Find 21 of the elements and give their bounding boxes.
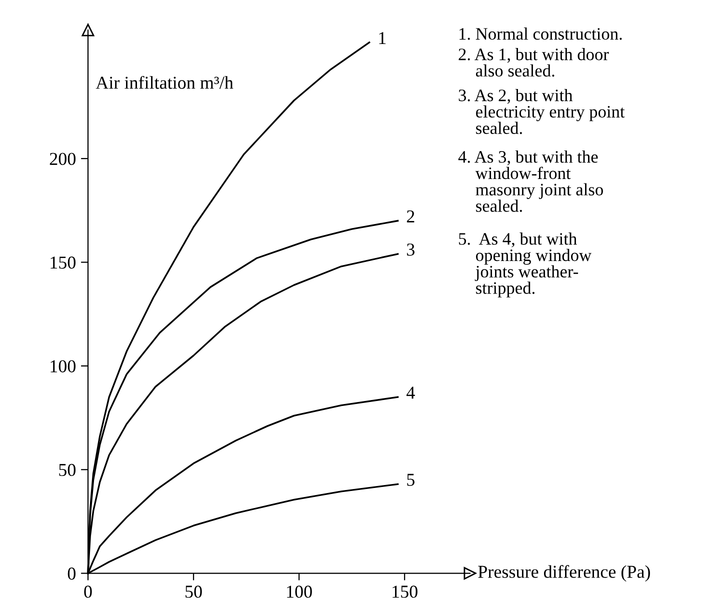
series-label: 3 [407, 244, 414, 256]
y-tick-label: 0 [68, 568, 76, 580]
x-tick-label: 150 [392, 586, 418, 598]
x-tick-label: 100 [287, 586, 312, 598]
series-label: 1 [379, 32, 386, 44]
y-tick-label: 50 [59, 464, 76, 476]
y-tick-label: 200 [50, 152, 76, 166]
annotation: 1. Normal construction. [460, 28, 622, 40]
annotation: 5. As 4, but with opening window joints weather- stripped. [459, 232, 592, 298]
x-tick-label: 0 [84, 586, 92, 598]
series-label: 4 [406, 386, 415, 399]
series-label: 2 [406, 210, 414, 222]
x-axis-title: Pressure difference (Pa) [478, 565, 650, 582]
annotation: 3. As 2, but with electricity entry point sealed. [458, 89, 625, 134]
y-tick-label: 100 [50, 360, 76, 372]
x-tick-label: 50 [186, 586, 202, 598]
annotation: 4. As 3, but with the window-front masonry joint also sealed. [458, 150, 603, 212]
series-label: 5 [407, 474, 414, 486]
annotation: 2. As 1, but with door also sealed. [458, 48, 609, 77]
y-tick-label: 150 [50, 256, 76, 269]
y-axis-title: Air infiltation m³/h [96, 76, 234, 89]
